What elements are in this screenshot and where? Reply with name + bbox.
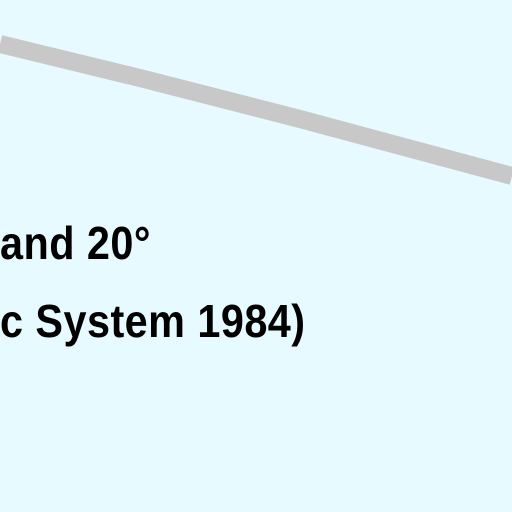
map-label-line-1: and 20° xyxy=(0,217,151,269)
map-label-line-2: c System 1984) xyxy=(0,295,306,347)
boundary-line-path xyxy=(0,35,512,185)
